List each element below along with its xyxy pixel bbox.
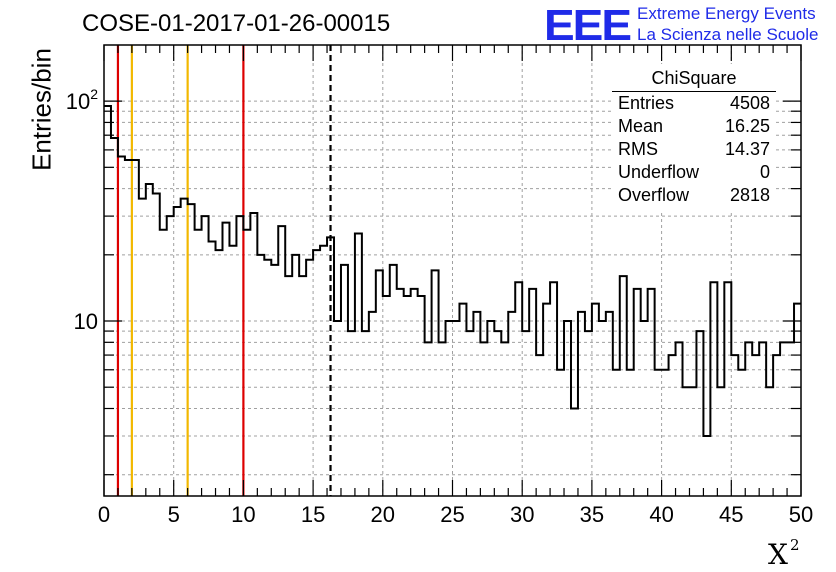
stats-label: Mean (618, 116, 664, 136)
x-tick-label: 5 (168, 502, 180, 527)
x-tick-label: 40 (649, 502, 673, 527)
stats-value: 0 (759, 162, 770, 182)
stats-value: 14.37 (724, 139, 770, 159)
x-tick-label: 20 (371, 502, 395, 527)
tick-labels: 0 5 10 15 20 25 30 35 40 45 50 10 102 (66, 86, 814, 527)
stats-row-underflow: Underflow 0 (618, 162, 770, 185)
histogram-bins (104, 105, 801, 437)
grid-lines (103, 45, 802, 496)
x-tick-label: 50 (789, 502, 813, 527)
stats-row-mean: Mean 16.25 (618, 116, 770, 139)
x-tick-label: 35 (580, 502, 604, 527)
stats-divider (612, 91, 776, 92)
eee-logo: EEE (544, 0, 632, 50)
stats-value: 4508 (729, 93, 770, 113)
stats-row-entries: Entries 4508 (618, 93, 770, 116)
y-axis-label: Entries/bin (26, 48, 57, 171)
logo-line-1: Extreme Energy Events (637, 4, 816, 23)
x-axis-label-superscript: 2 (789, 536, 800, 554)
stats-label: Entries (618, 93, 675, 113)
y-tick-label: 10 (74, 309, 98, 334)
x-tick-label: 25 (440, 502, 464, 527)
x-tick-label: 0 (98, 502, 110, 527)
logo-line-2: La Scienza nelle Scuole (637, 25, 819, 44)
x-tick-label: 15 (301, 502, 325, 527)
stats-box: ChiSquare Entries 4508 Mean 16.25 RMS 14… (612, 64, 776, 210)
stats-row-rms: RMS 14.37 (618, 139, 770, 162)
stats-value: 16.25 (724, 116, 770, 136)
histogram-step-line (104, 105, 801, 437)
stats-label: RMS (618, 139, 658, 159)
marker-lines (116, 45, 332, 496)
stats-value: 2818 (729, 185, 770, 205)
x-tick-label: 10 (231, 502, 255, 527)
stats-label: Overflow (618, 185, 690, 205)
stats-row-overflow: Overflow 2818 (618, 185, 770, 208)
stats-label: Underflow (618, 162, 700, 182)
stats-name: ChiSquare (651, 68, 737, 88)
axis-ticks (103, 45, 802, 496)
x-axis-label-text: X (768, 538, 788, 571)
x-tick-label: 45 (719, 502, 743, 527)
y-tick-label: 102 (66, 86, 98, 114)
x-tick-label: 30 (510, 502, 534, 527)
chart-title: COSE-01-2017-01-26-00015 (82, 10, 391, 37)
